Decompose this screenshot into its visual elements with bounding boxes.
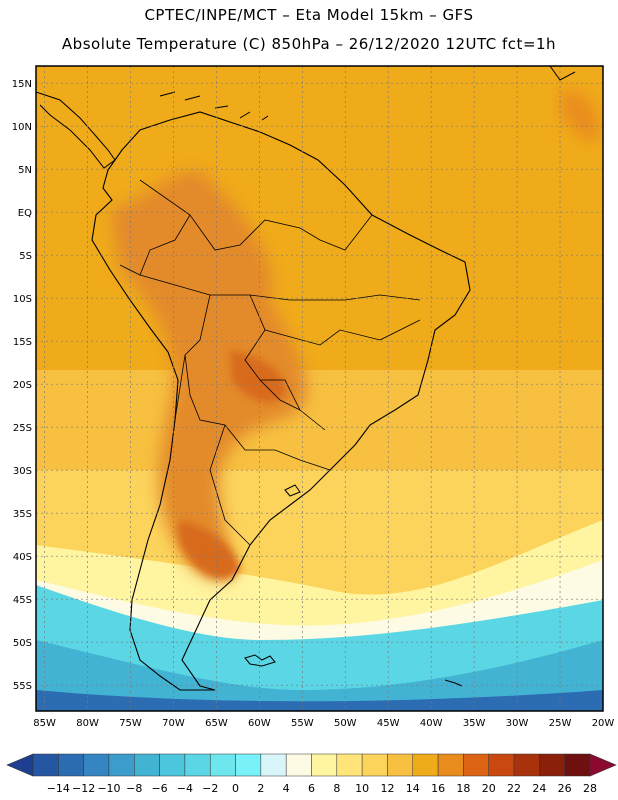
legend-label: 8 xyxy=(333,782,340,795)
legend-label: 10 xyxy=(355,782,369,795)
legend-swatch xyxy=(209,753,236,777)
legend-swatch xyxy=(463,753,489,777)
hot-core-patagonia xyxy=(177,520,240,579)
legend-swatch xyxy=(361,753,388,777)
chart-title-line1: CPTEC/INPE/MCT – Eta Model 15km – GFS xyxy=(144,6,474,24)
latitude-labels: 15N 10N 5N EQ 5S 10S 15S 20S 25S 30S 35S 40S 45S 50S 5… xyxy=(12,79,32,692)
warm-patch-atlantic xyxy=(560,90,600,141)
legend-label: 4 xyxy=(283,782,290,795)
legend-swatch xyxy=(513,753,540,777)
hot-core-chaco xyxy=(230,350,286,403)
color-legend: −14 −12 −10 −8 −6 −4 −2 0 2 4 6 8 10 12 14 16 18 20 22 24 26… xyxy=(6,753,617,795)
legend-label: −12 xyxy=(72,782,95,795)
coastline-south-america xyxy=(91,111,471,691)
legend-swatch xyxy=(539,753,565,777)
legend-label: 22 xyxy=(507,782,521,795)
legend-swatch xyxy=(260,753,287,777)
latitude-label: 5S xyxy=(19,251,32,262)
legend-swatch xyxy=(387,753,414,777)
legend-label: 6 xyxy=(308,782,315,795)
coastline-central-america xyxy=(36,91,116,169)
legend-label: 18 xyxy=(456,782,470,795)
longitude-label: 65W xyxy=(205,718,228,729)
legend-swatch xyxy=(159,753,186,777)
legend-swatch xyxy=(311,753,338,777)
legend-swatch xyxy=(488,753,515,777)
map-frame xyxy=(35,65,604,712)
legend-swatch xyxy=(412,753,439,777)
latitude-label: 15S xyxy=(13,337,32,348)
legend-label: 28 xyxy=(583,782,597,795)
longitude-label: 75W xyxy=(119,718,142,729)
legend-label: 26 xyxy=(558,782,572,795)
latitude-label: 35S xyxy=(13,509,32,520)
legend-label: −6 xyxy=(151,782,167,795)
latitude-label: 5N xyxy=(18,165,32,176)
legend-label: 0 xyxy=(232,782,239,795)
legend-swatch xyxy=(285,753,312,777)
legend-label: 14 xyxy=(406,782,420,795)
latitude-label: 10S xyxy=(13,294,32,305)
legend-label: −4 xyxy=(177,782,193,795)
longitude-labels: 85W 80W 75W 70W 65W 60W 55W 50W 45W 40W 35W 30W 25W 2… xyxy=(33,718,614,729)
legend-label: −14 xyxy=(47,782,70,795)
field-polar xyxy=(36,690,603,711)
longitude-label: 35W xyxy=(463,718,486,729)
longitude-label: 60W xyxy=(248,718,271,729)
legend-arrow-low xyxy=(6,753,34,777)
longitude-label: 85W xyxy=(33,718,56,729)
longitude-label: 70W xyxy=(162,718,185,729)
country-borders xyxy=(119,179,421,546)
latitude-label: 40S xyxy=(13,552,32,563)
latitude-label: 10N xyxy=(12,122,32,133)
hot-interior xyxy=(110,170,307,581)
latitude-label: 45S xyxy=(13,595,32,606)
longitude-label: 50W xyxy=(334,718,357,729)
field-colder xyxy=(36,640,603,711)
latitude-label: 25S xyxy=(13,423,32,434)
latitude-label: 50S xyxy=(13,638,32,649)
longitude-label: 20W xyxy=(592,718,615,729)
legend-swatch xyxy=(336,753,363,777)
caribbean-islands xyxy=(159,66,576,121)
latitude-label: 30S xyxy=(13,466,32,477)
legend-swatch xyxy=(235,753,262,777)
legend-arrow-high xyxy=(589,753,617,777)
lagoon xyxy=(284,484,301,497)
latitude-label: 20S xyxy=(13,380,32,391)
longitude-label: 25W xyxy=(549,718,572,729)
latitude-label: EQ xyxy=(18,208,32,219)
legend-label: −10 xyxy=(97,782,120,795)
legend-swatch xyxy=(184,753,211,777)
longitude-label: 45W xyxy=(377,718,400,729)
temperature-field xyxy=(36,66,603,711)
legend-label: 2 xyxy=(257,782,264,795)
longitude-label: 80W xyxy=(76,718,99,729)
legend-label: −8 xyxy=(126,782,142,795)
legend-swatch xyxy=(58,753,84,777)
legend-label: 16 xyxy=(431,782,445,795)
falkland-islands xyxy=(244,654,276,667)
legend-swatch xyxy=(32,753,59,777)
chart-title-line2: Absolute Temperature (C) 850hPa – 26/12/… xyxy=(61,35,557,53)
longitude-label: 30W xyxy=(506,718,529,729)
south-georgia xyxy=(444,679,463,687)
legend-label: 20 xyxy=(482,782,496,795)
legend-swatch xyxy=(564,753,591,777)
longitude-label: 55W xyxy=(291,718,314,729)
legend-label: 24 xyxy=(532,782,546,795)
latitude-label: 55S xyxy=(13,681,32,692)
legend-label: 12 xyxy=(380,782,394,795)
legend-swatch xyxy=(134,753,160,777)
legend-swatch xyxy=(83,753,110,777)
legend-swatch xyxy=(108,753,135,777)
latitude-label: 15N xyxy=(12,79,32,90)
longitude-label: 40W xyxy=(420,718,443,729)
legend-swatch xyxy=(437,753,464,777)
legend-label: −2 xyxy=(202,782,218,795)
